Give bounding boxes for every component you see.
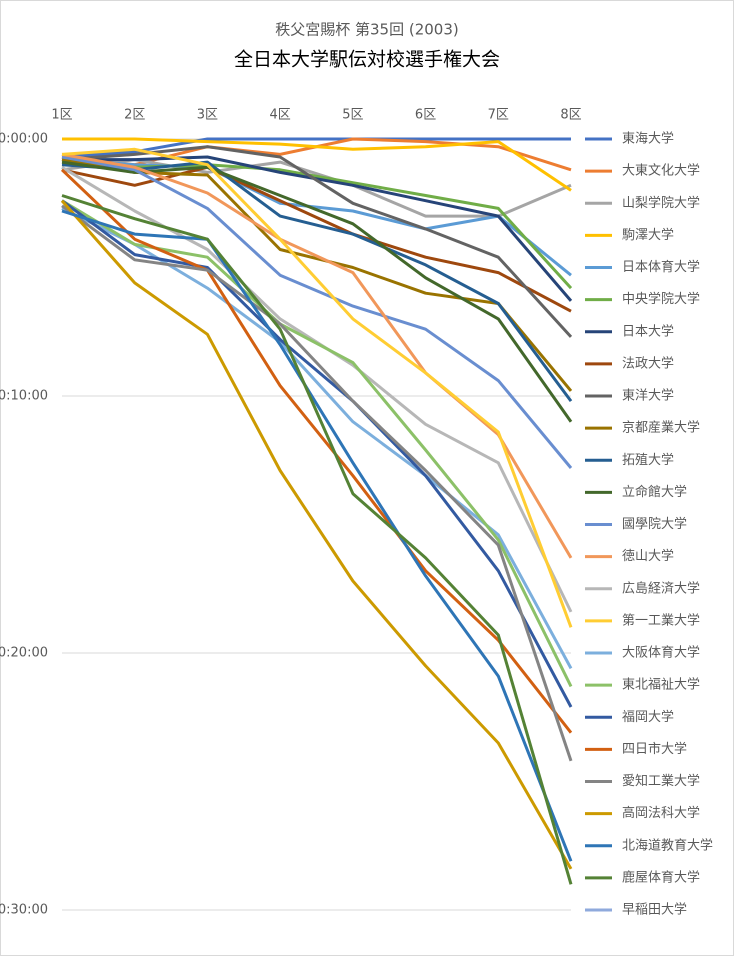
legend-label: 拓殖大学 — [622, 452, 674, 468]
legend-label: 四日市大学 — [622, 741, 687, 757]
legend-label: 愛知工業大学 — [622, 773, 700, 789]
series-line — [61, 204, 573, 762]
series-line — [61, 194, 573, 885]
legend-label: 日本大学 — [622, 323, 674, 339]
x-tick-label: 6区 — [415, 108, 436, 123]
legend-label: 北海道教育大学 — [622, 837, 713, 853]
series-line — [61, 158, 572, 277]
series-line — [61, 155, 573, 469]
legend-label: 早稲田大学 — [622, 902, 687, 918]
series-line — [61, 160, 573, 402]
x-tick-label: 5区 — [342, 108, 363, 123]
legend-label: 東北福祉大学 — [622, 677, 700, 693]
y-tick-label: 0:00:00 — [0, 132, 48, 147]
legend-label: 徳山大学 — [622, 548, 674, 564]
x-tick-label: 4区 — [270, 108, 291, 123]
y-tick-label: 0:10:00 — [0, 389, 48, 404]
legend-label: 中央学院大学 — [622, 291, 700, 307]
legend-label: 福岡大学 — [622, 709, 674, 725]
x-tick-label: 2区 — [124, 108, 145, 123]
legend-label: 國學院大学 — [622, 516, 687, 532]
legend-label: 日本体育大学 — [622, 259, 700, 275]
legend-label: 第一工業大学 — [622, 612, 700, 628]
legend-label: 高岡法科大学 — [622, 805, 700, 821]
legend-label: 東海大学 — [622, 131, 674, 147]
series-line — [61, 158, 572, 218]
legend-label: 京都産業大学 — [622, 420, 700, 436]
series-line — [61, 199, 573, 708]
series-line — [61, 152, 573, 559]
x-tick-label: 3区 — [197, 108, 218, 123]
legend-label: 駒澤大学 — [622, 227, 674, 243]
legend-label: 大東文化大学 — [622, 163, 700, 179]
legend-label: 広島経済大学 — [622, 580, 700, 596]
legend-label: 法政大学 — [622, 355, 674, 371]
chart-subtitle: 全日本大学駅伝対校選手権大会 — [234, 49, 500, 71]
series-line — [61, 209, 573, 862]
legend-label: 山梨学院大学 — [622, 195, 700, 211]
y-tick-label: 0:30:00 — [0, 903, 48, 918]
x-tick-label: 8区 — [560, 108, 581, 123]
legend-label: 東洋大学 — [622, 388, 674, 404]
legend-label: 鹿屋体育大学 — [622, 869, 700, 885]
series-line — [61, 137, 571, 159]
series-line — [62, 137, 572, 192]
series-line — [60, 199, 573, 870]
y-tick-label: 0:20:00 — [0, 646, 48, 661]
x-tick-label: 1区 — [51, 108, 72, 123]
series-line — [60, 168, 573, 734]
series-line — [61, 199, 573, 688]
series-line — [61, 165, 572, 313]
series-line — [61, 163, 573, 290]
legend-label: 立命館大学 — [622, 484, 687, 500]
chart-title: 秩父宮賜杯 第35回 (2003) — [275, 21, 459, 39]
x-tick-label: 7区 — [488, 108, 509, 123]
legend-label: 大阪体育大学 — [622, 645, 700, 661]
series-line — [61, 147, 573, 628]
